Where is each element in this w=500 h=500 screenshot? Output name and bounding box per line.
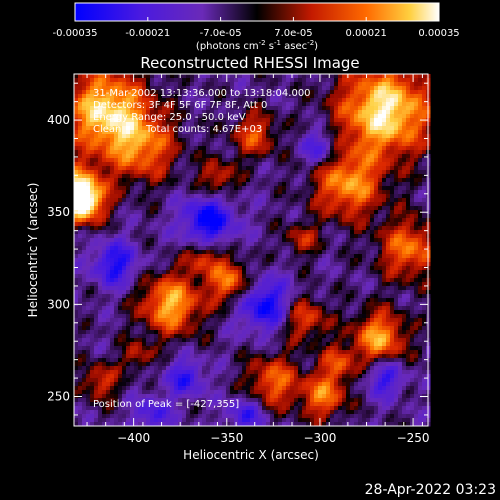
colorbar-tick-label: -0.00021 — [125, 28, 170, 39]
axis-ticks: −400 −350 −300 −250 250 300 350 400 — [47, 74, 430, 445]
x-tick-label: −400 — [117, 431, 150, 445]
y-tick-label: 300 — [47, 297, 70, 311]
chart-title: Reconstructed RHESSI Image — [140, 54, 359, 72]
y-tick-label: 400 — [47, 113, 70, 127]
y-axis-label: Heliocentric Y (arcsec) — [26, 183, 40, 318]
colorbar-tick-label: 0.00021 — [346, 28, 387, 39]
x-tick-label: −250 — [397, 431, 430, 445]
colorbar-tick-label: -0.00035 — [53, 28, 98, 39]
plot-frame — [73, 73, 429, 427]
colorbar-ticks: -0.00035 -0.00021 -7.0e-05 7.0e-05 0.00021 0.… — [53, 17, 460, 39]
colorbar-unit-label: (photons cm-2 s-1 asec-2) — [196, 39, 318, 52]
annotation-peak-position: Position of Peak = [-427,355] — [93, 399, 239, 410]
colorbar-gradient — [74, 2, 440, 22]
colorbar — [74, 2, 440, 22]
colorbar-tick-label: 0.00035 — [418, 28, 459, 39]
annotation-method: Clean — [93, 124, 121, 135]
y-tick-label: 250 — [47, 390, 70, 404]
annotation-energy-range: Energy Range: 25.0 - 50.0 keV — [93, 112, 246, 123]
y-tick-label: 350 — [47, 205, 70, 219]
annotation-total-counts: Total counts: 4.67E+03 — [145, 124, 262, 135]
heatmap-image — [74, 74, 431, 427]
x-axis-label: Heliocentric X (arcsec) — [183, 448, 319, 462]
x-tick-label: −350 — [210, 431, 243, 445]
annotation-detectors: Detectors: 3F 4F 5F 6F 7F 8F, Att 0 — [93, 100, 267, 111]
colorbar-tick-label: -7.0e-05 — [200, 28, 242, 39]
annotation-time-range: 31-Mar-2002 13:13:36.000 to 13:18:04.000 — [93, 88, 311, 99]
x-tick-label: −300 — [303, 431, 336, 445]
timestamp: 28-Apr-2022 03:23 — [364, 482, 496, 498]
colorbar-tick-label: 7.0e-05 — [274, 28, 312, 39]
